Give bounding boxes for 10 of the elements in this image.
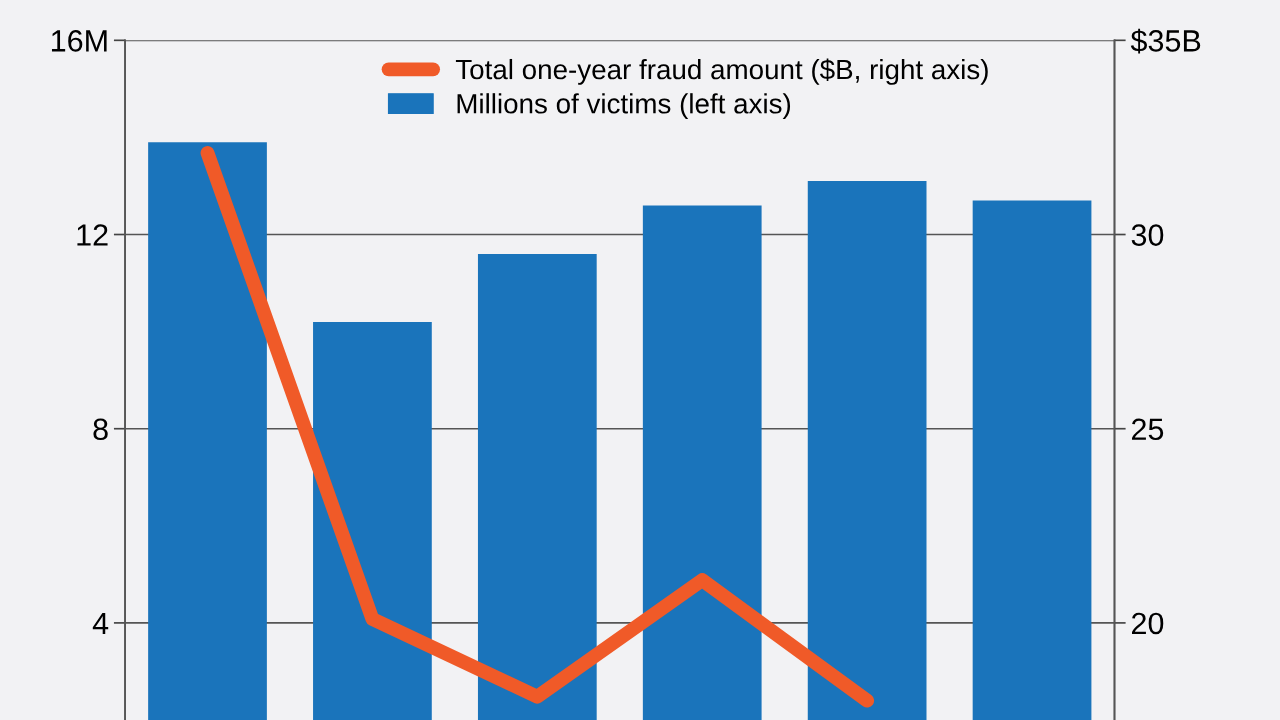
legend-label: Total one-year fraud amount ($B, right axis) bbox=[455, 58, 988, 85]
y-tick-label: 12 bbox=[77, 224, 108, 246]
y-tick-label: 8 bbox=[93, 418, 108, 441]
y2-tick-label: 20 bbox=[1132, 612, 1164, 635]
legend-label: Millions of victims (left axis) bbox=[457, 93, 791, 120]
y2-tick-label: 30 bbox=[1131, 224, 1164, 246]
y-tick-label: 4 bbox=[92, 612, 109, 634]
y2-tick-label: $35B bbox=[1130, 28, 1201, 54]
y-tick-label: 16M bbox=[51, 30, 107, 52]
y2-tick-label: 25 bbox=[1132, 418, 1164, 441]
